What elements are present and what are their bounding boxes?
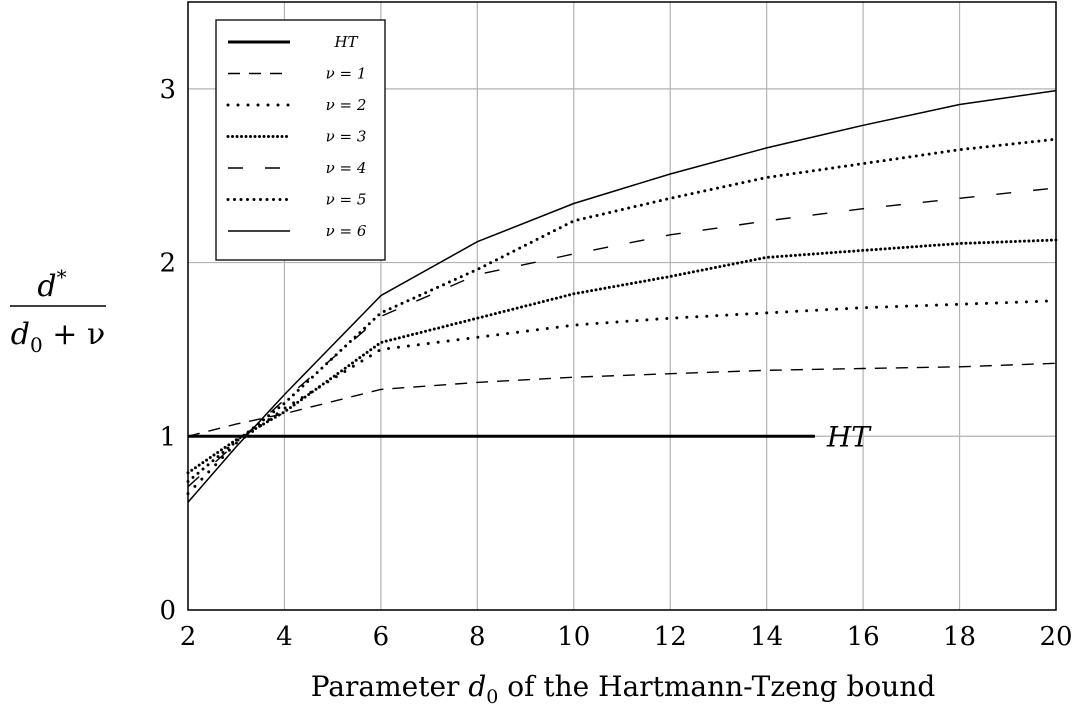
ht-annotation: HT	[826, 420, 872, 453]
legend: HT ν = 1 ν = 2 ν = 3 ν = 4 ν = 5 ν = 6	[215, 19, 386, 261]
plot-frame	[187, 1, 1057, 611]
y-axis-label: d* d0 + ν	[10, 265, 106, 357]
series-line-nu-1	[187, 362, 1057, 437]
legend-label: ν = 1	[326, 65, 367, 83]
x-tick-label: 12	[654, 622, 687, 652]
x-tick-label: 8	[469, 622, 486, 652]
y-tick-label: 3	[159, 75, 176, 105]
y-tick-label: 0	[159, 596, 176, 626]
y-tick-label: 2	[159, 249, 176, 279]
legend-label: ν = 3	[326, 128, 367, 146]
series-line-nu-2	[186, 299, 1058, 496]
x-axis-label: Parameter d0 of the Hartmann-Tzeng bound	[311, 670, 936, 708]
series-layer	[186, 89, 1058, 503]
y-label-numerator: d*	[37, 265, 66, 304]
x-tick-label: 16	[847, 622, 880, 652]
x-tick-label: 20	[1039, 622, 1072, 652]
legend-label: ν = 2	[326, 96, 367, 114]
x-tick-label: 14	[750, 622, 783, 652]
legend-label: HT	[333, 33, 358, 51]
x-tick-label: 2	[180, 622, 197, 652]
legend-label: ν = 6	[326, 222, 367, 240]
y-tick-label: 1	[159, 422, 176, 452]
series-line-nu-4	[187, 187, 1057, 488]
x-tick-label: 6	[373, 622, 390, 652]
series-line-nu-5	[186, 137, 1058, 483]
legend-box	[215, 19, 386, 261]
x-tick-label: 18	[943, 622, 976, 652]
x-tick-label: 4	[276, 622, 293, 652]
series-line-nu-3	[186, 238, 1058, 475]
series-line-nu-6	[187, 89, 1057, 503]
legend-label: ν = 5	[326, 191, 367, 209]
legend-label: ν = 4	[326, 159, 367, 177]
x-tick-label: 10	[557, 622, 590, 652]
y-label-denominator: d0 + ν	[11, 317, 105, 357]
